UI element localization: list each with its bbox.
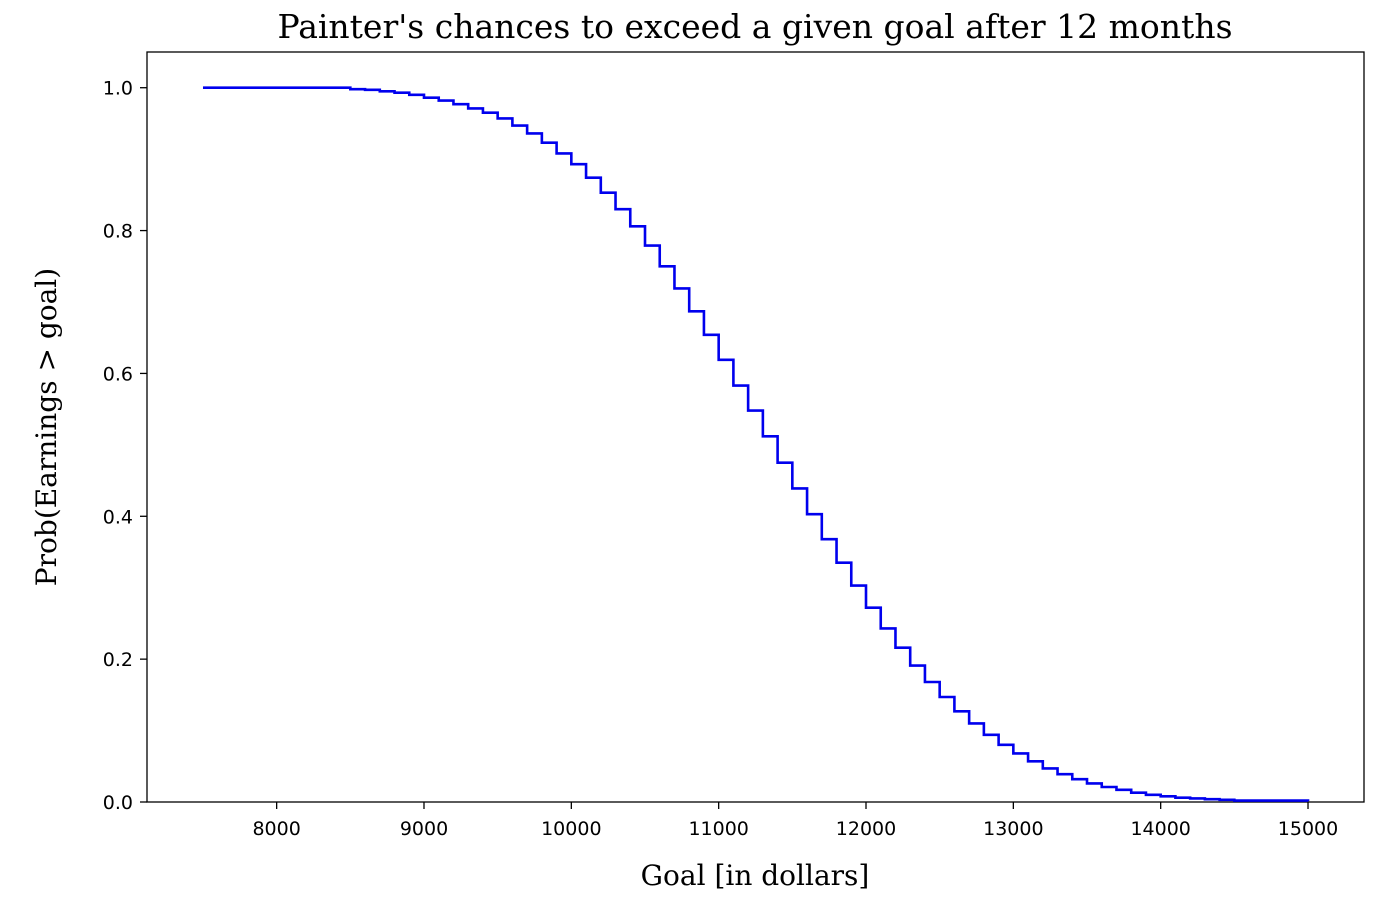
chart-title: Painter's chances to exceed a given goal… (277, 7, 1232, 46)
x-tick-label: 14000 (1130, 818, 1190, 840)
x-axis-label: Goal [in dollars] (641, 859, 870, 892)
series-line (202, 86, 1310, 802)
x-axis: 8000 9000 10000 11000 12000 13000 14000 15000 (252, 802, 1338, 840)
x-tick-label: 11000 (688, 818, 748, 840)
x-tick-label: 9000 (400, 818, 448, 840)
y-tick-label: 0.4 (103, 506, 133, 528)
x-tick-label: 13000 (983, 818, 1043, 840)
y-tick-label: 0.0 (103, 792, 133, 814)
plot-frame (146, 51, 1365, 803)
y-tick-label: 0.8 (103, 221, 133, 243)
y-axis: 0.0 0.2 0.4 0.6 0.8 1.0 (103, 78, 147, 814)
y-tick-label: 0.6 (103, 363, 133, 385)
y-axis-label: Prob(Earnings > goal) (30, 268, 63, 586)
y-tick-label: 0.2 (103, 649, 133, 671)
y-tick-label: 1.0 (103, 78, 133, 100)
x-tick-label: 15000 (1278, 818, 1338, 840)
x-tick-label: 12000 (836, 818, 896, 840)
x-tick-label: 10000 (541, 818, 601, 840)
x-tick-label: 8000 (252, 818, 300, 840)
plot-area: 8000 9000 10000 11000 12000 13000 14000 15000 0… (103, 51, 1365, 840)
